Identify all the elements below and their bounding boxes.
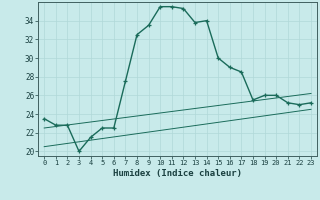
X-axis label: Humidex (Indice chaleur): Humidex (Indice chaleur) [113, 169, 242, 178]
